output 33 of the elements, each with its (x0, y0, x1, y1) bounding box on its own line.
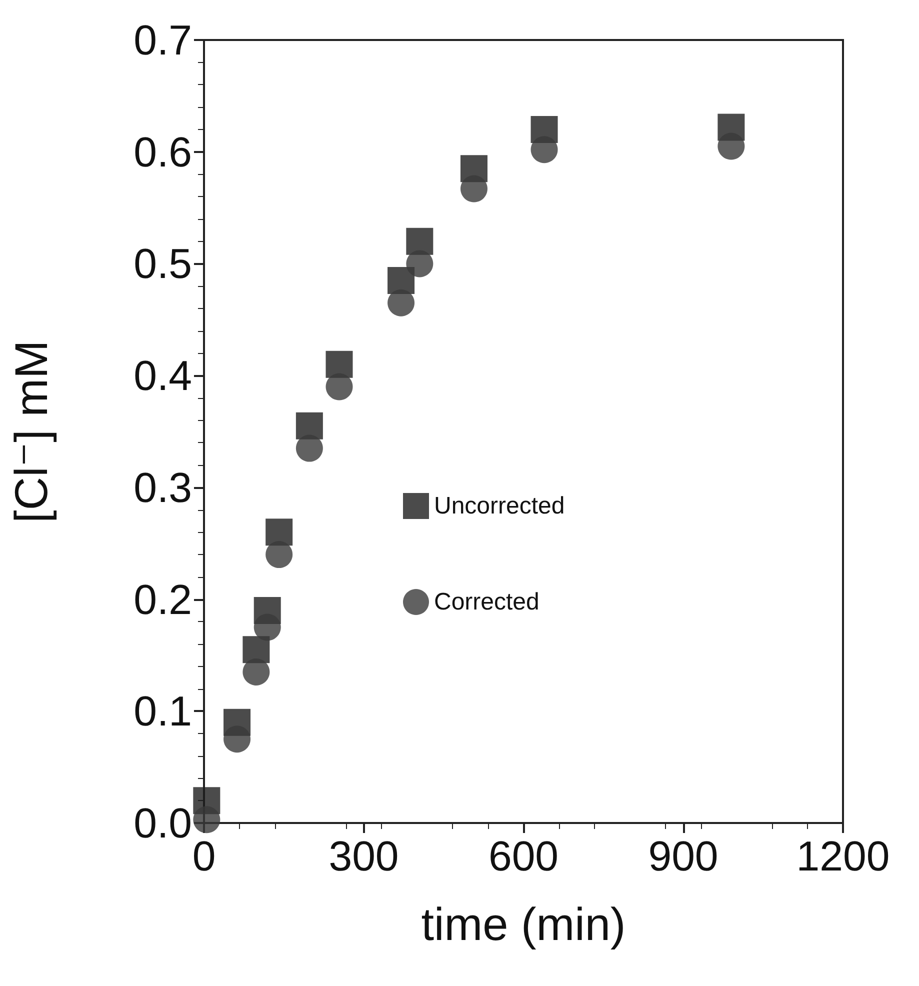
point (326, 373, 353, 400)
x-tick-label: 900 (648, 832, 718, 880)
point (224, 726, 251, 753)
point (460, 175, 488, 202)
point (406, 228, 434, 255)
legend-label: Uncorrected (434, 492, 565, 520)
y-tick-label: 0.6 (134, 128, 192, 176)
point (406, 250, 434, 278)
point (254, 614, 281, 641)
y-axis-title: [Cl⁻] mM (5, 340, 57, 523)
x-tick-label: 1200 (796, 832, 890, 880)
point (266, 518, 293, 546)
point (326, 350, 353, 378)
point (193, 806, 220, 834)
y-tick-label: 0.0 (134, 800, 192, 846)
x-tick-label: 600 (488, 832, 559, 880)
y-tick-label: 0.5 (134, 240, 192, 288)
y-tick-label: 0.7 (134, 16, 192, 64)
y-tick-label: 0.4 (134, 352, 192, 400)
point (718, 132, 745, 160)
x-axis-title: time (min) (421, 898, 626, 950)
x-tick-label: 0 (192, 832, 216, 880)
legend-label: Corrected (434, 588, 540, 616)
point (388, 289, 415, 316)
point (242, 658, 270, 686)
y-tick-label: 0.1 (134, 688, 192, 735)
y-tick-label: 0.2 (134, 576, 192, 623)
y-tick-label: 0.3 (134, 464, 192, 511)
point (266, 541, 293, 568)
point (296, 412, 323, 440)
x-tick-label: 300 (328, 832, 399, 880)
point (296, 434, 323, 462)
point (530, 136, 558, 164)
